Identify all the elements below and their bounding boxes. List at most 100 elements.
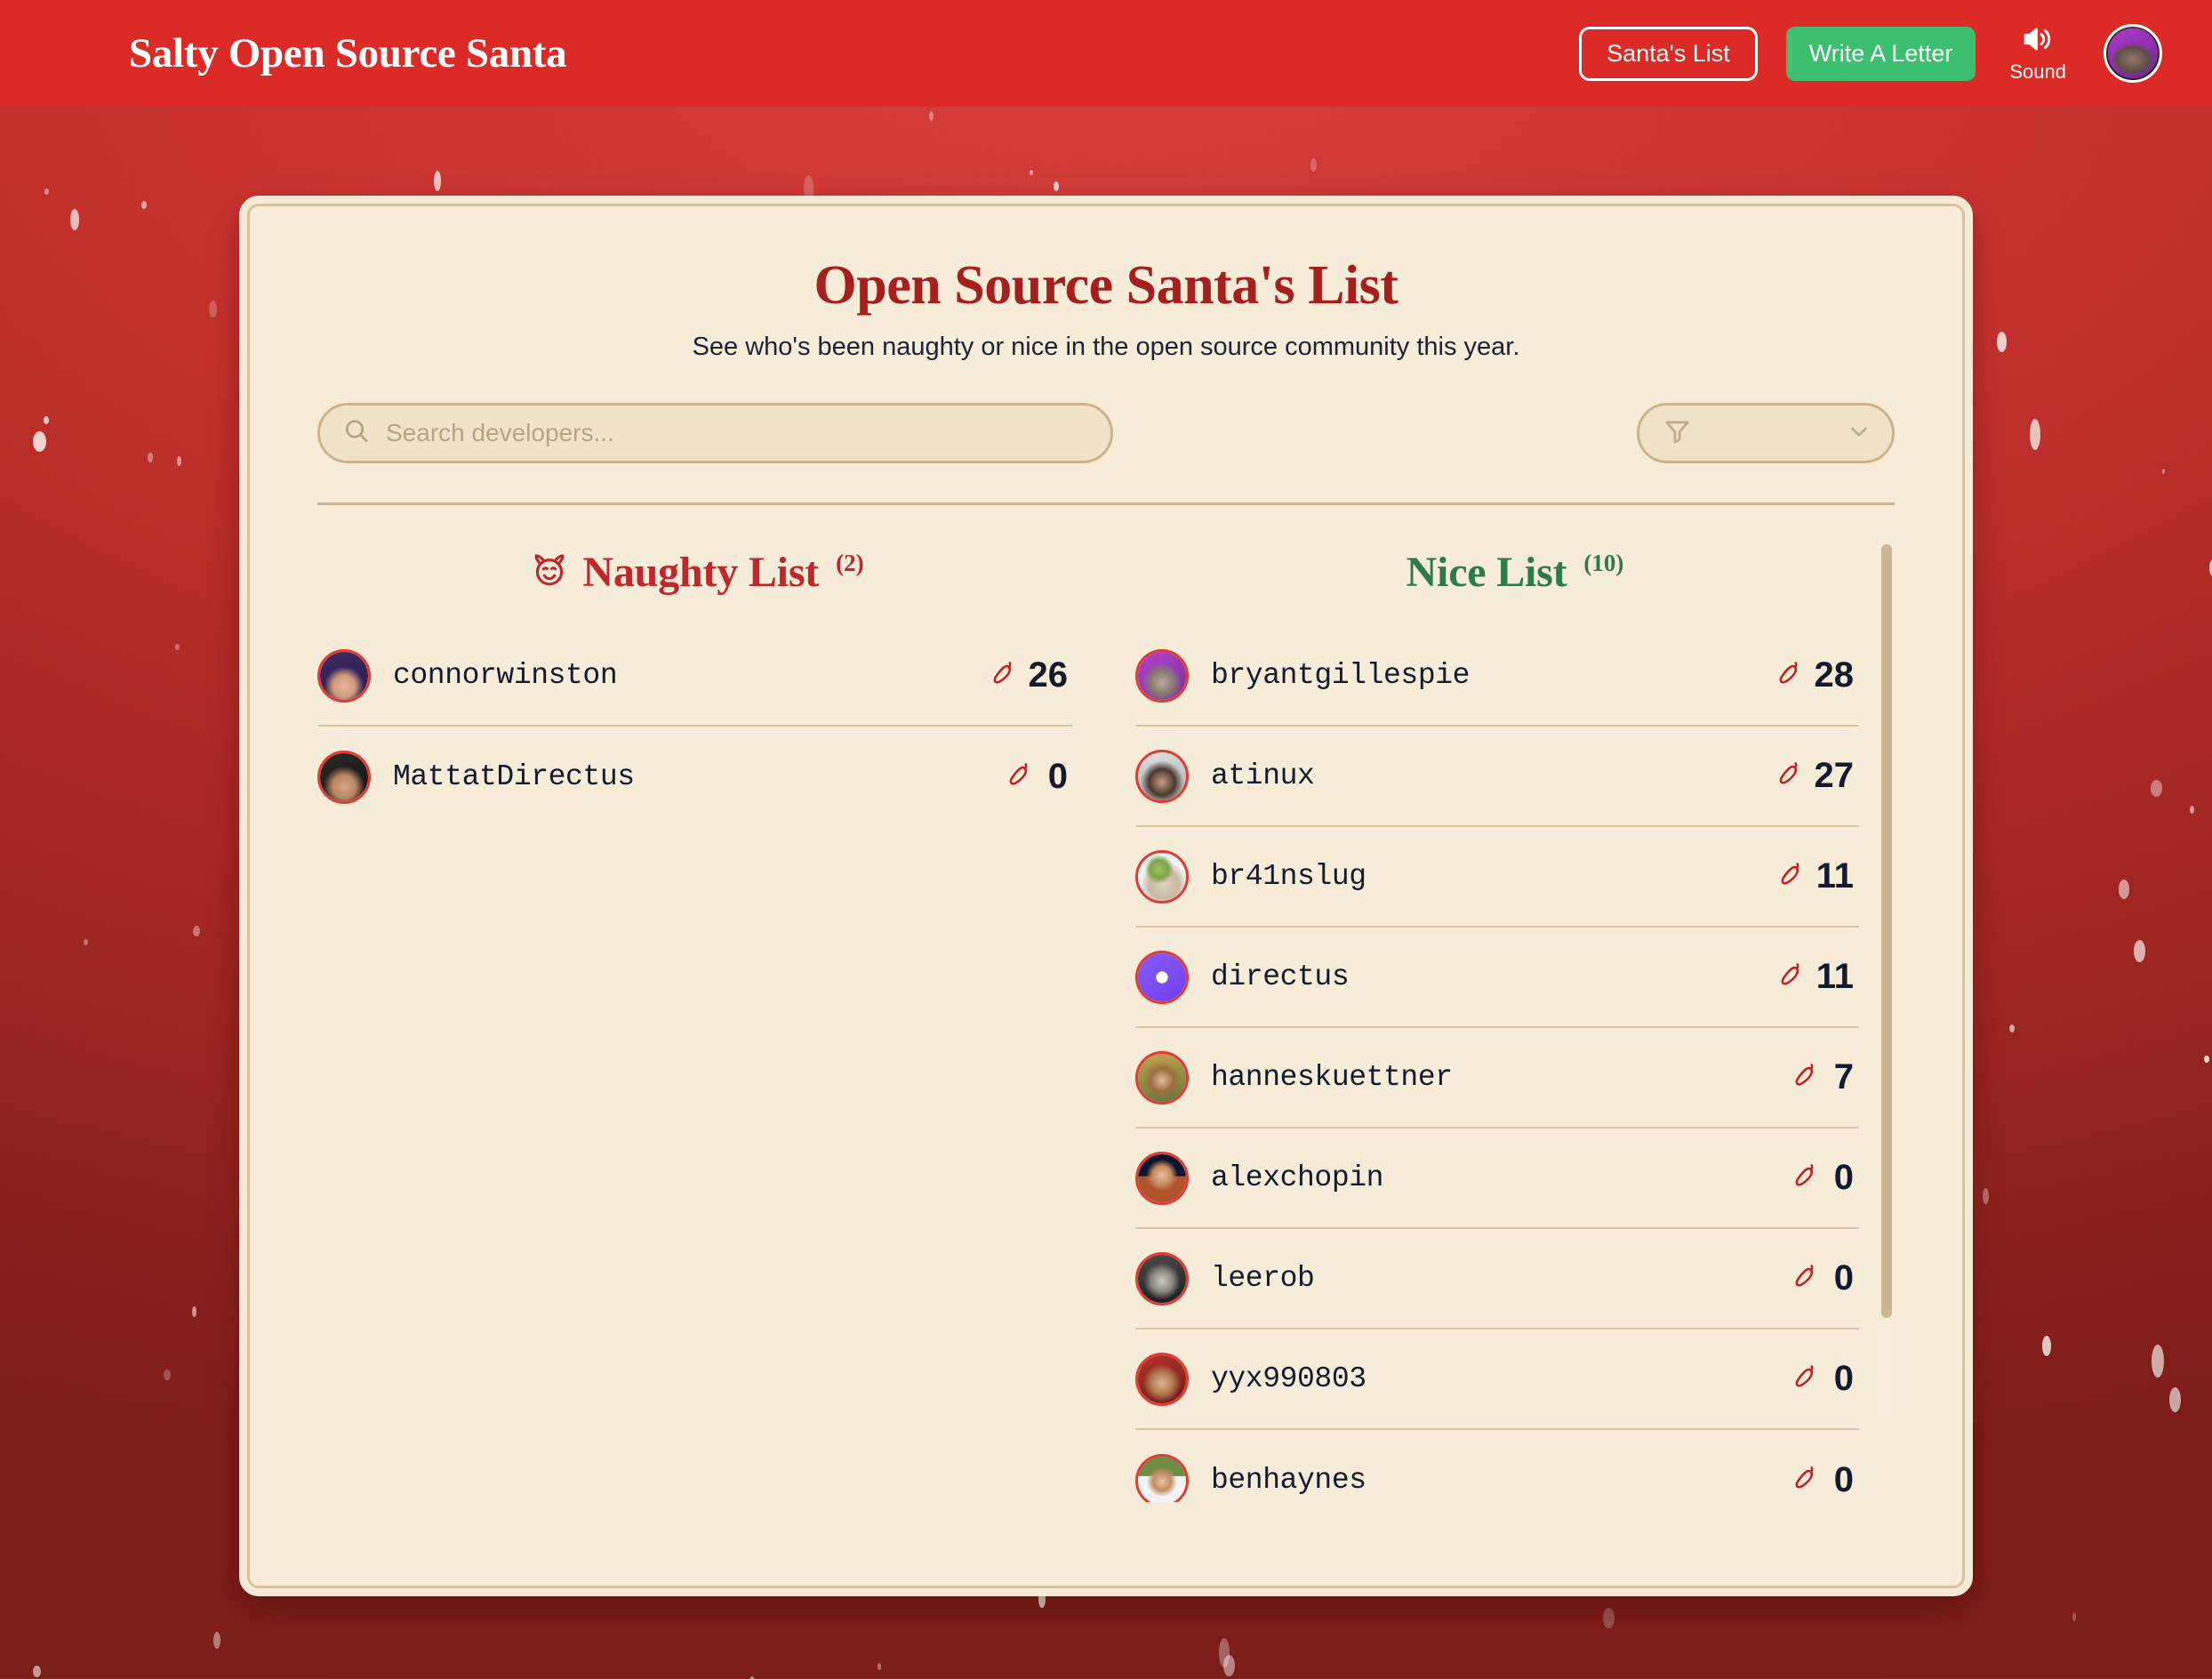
chili-pepper-icon <box>1776 960 1805 993</box>
list-item[interactable]: MattatDirectus 0 <box>317 727 1073 827</box>
list-item-username: hanneskuettner <box>1211 1061 1453 1094</box>
app-header: Salty Open Source Santa Santa's List Wri… <box>0 0 2212 107</box>
controls-divider <box>317 502 1895 505</box>
page-title: Open Source Santa's List <box>813 255 1399 316</box>
list-item-username: alexchopin <box>1211 1161 1384 1194</box>
search-wrapper <box>317 403 1113 463</box>
avatar <box>1135 1151 1189 1205</box>
avatar <box>1135 1352 1189 1406</box>
naughty-list-header: Naughty List (2) <box>317 539 1077 605</box>
avatar <box>317 648 371 703</box>
naughty-list-count: (2) <box>836 549 864 576</box>
list-item-score: 26 <box>989 655 1074 695</box>
chili-pepper-icon <box>989 659 1017 692</box>
list-item[interactable]: benhaynes 0 <box>1135 1430 1859 1502</box>
list-item[interactable]: directus 11 <box>1135 928 1859 1028</box>
list-item-username: connorwinston <box>393 659 618 692</box>
list-item-score: 27 <box>1775 756 1860 796</box>
list-item-score: 28 <box>1775 655 1860 695</box>
list-item-score: 11 <box>1776 856 1859 896</box>
list-item-score-value: 0 <box>1833 1158 1854 1197</box>
chili-pepper-icon <box>1776 860 1805 893</box>
list-item[interactable]: alexchopin 0 <box>1135 1129 1859 1229</box>
naughty-list-rows: connorwinston 26 MattatDirectus 0 <box>317 626 1077 1502</box>
chili-pepper-icon <box>1791 1061 1819 1094</box>
naughty-list-column: Naughty List (2) connorwinston 26 MattatDi… <box>317 539 1077 1504</box>
nice-list-header: Nice List (10) <box>1135 539 1895 605</box>
list-item-score-value: 0 <box>1833 1359 1854 1398</box>
card-inner: Open Source Santa's List See who's been … <box>247 204 1965 1588</box>
avatar <box>1135 1453 1189 1502</box>
app-title: Salty Open Source Santa <box>129 30 567 76</box>
list-item-score-value: 0 <box>1047 757 1068 796</box>
chili-pepper-icon <box>1791 1262 1819 1295</box>
list-item[interactable]: br41nslug 11 <box>1135 827 1859 928</box>
list-item[interactable]: atinux 27 <box>1135 727 1859 827</box>
user-avatar[interactable] <box>2104 24 2162 83</box>
avatar <box>317 750 371 804</box>
header-actions: Santa's List Write A Letter Sound <box>1579 24 2162 84</box>
list-item-username: bryantgillespie <box>1211 659 1471 692</box>
naughty-list-title: Naughty List <box>582 548 820 596</box>
list-item-score-value: 11 <box>1815 856 1854 896</box>
list-item-score: 0 <box>1791 1258 1859 1298</box>
filter-funnel-icon <box>1663 416 1692 450</box>
list-item-score: 0 <box>1791 1359 1859 1399</box>
list-item-score: 11 <box>1776 957 1859 997</box>
chili-pepper-icon <box>1791 1161 1819 1194</box>
list-item-score-value: 0 <box>1833 1460 1854 1499</box>
chili-pepper-icon <box>1791 1464 1819 1497</box>
sound-toggle[interactable]: Sound <box>2009 24 2066 84</box>
avatar <box>1135 749 1189 803</box>
nice-list-count: (10) <box>1583 549 1624 576</box>
list-item-username: MattatDirectus <box>393 760 635 793</box>
chili-pepper-icon <box>1791 1362 1819 1395</box>
list-item-score: 7 <box>1791 1057 1859 1097</box>
list-item-username: yyx990803 <box>1211 1362 1366 1395</box>
santas-list-button[interactable]: Santa's List <box>1579 26 1758 81</box>
list-item-username: leerob <box>1211 1262 1315 1295</box>
devil-face-icon <box>530 550 569 594</box>
list-item-score-value: 7 <box>1833 1057 1854 1097</box>
chili-pepper-icon <box>1775 759 1803 792</box>
search-input[interactable] <box>317 403 1113 463</box>
nice-list-scrollbar[interactable] <box>1879 539 1895 1415</box>
list-item-score: 0 <box>1791 1158 1859 1198</box>
filter-dropdown[interactable] <box>1637 403 1895 463</box>
chevron-down-icon <box>1846 418 1872 449</box>
santas-list-card: Open Source Santa's List See who's been … <box>239 196 1973 1596</box>
list-item-score-value: 28 <box>1814 655 1855 695</box>
list-item-username: benhaynes <box>1211 1464 1366 1497</box>
list-item[interactable]: yyx990803 0 <box>1135 1330 1859 1430</box>
list-item-score-value: 11 <box>1815 957 1854 996</box>
page-subtitle: See who's been naughty or nice in the op… <box>692 333 1520 361</box>
avatar <box>1135 1251 1189 1305</box>
write-a-letter-button[interactable]: Write A Letter <box>1785 26 1976 81</box>
avatar <box>1135 648 1189 703</box>
list-item-username: atinux <box>1211 759 1315 792</box>
list-item-username: directus <box>1211 960 1350 993</box>
list-item-score-value: 27 <box>1814 756 1855 795</box>
list-item-score: 0 <box>1005 757 1073 797</box>
list-item-score-value: 0 <box>1833 1258 1854 1297</box>
speaker-on-icon <box>2021 24 2055 59</box>
nice-list-title: Nice List <box>1406 548 1567 596</box>
list-item-score: 0 <box>1791 1460 1859 1500</box>
avatar <box>1135 950 1189 1004</box>
lists-container: Naughty List (2) connorwinston 26 MattatDi… <box>317 539 1895 1504</box>
chili-pepper-icon <box>1005 760 1033 793</box>
sound-label: Sound <box>2009 60 2066 83</box>
page-stage: Open Source Santa's List See who's been … <box>0 107 2212 1679</box>
avatar <box>1135 1050 1189 1105</box>
list-item[interactable]: hanneskuettner 7 <box>1135 1028 1859 1129</box>
list-item[interactable]: connorwinston 26 <box>317 626 1073 727</box>
nice-list-rows: bryantgillespie 28 atinux 27 br41nslug 11 dire… <box>1135 626 1895 1502</box>
nice-list-column: Nice List (10) bryantgillespie 28 atinux 27… <box>1135 539 1895 1504</box>
list-item[interactable]: bryantgillespie 28 <box>1135 626 1859 727</box>
list-controls <box>317 403 1895 463</box>
list-item-username: br41nslug <box>1211 860 1366 893</box>
avatar <box>1135 849 1189 904</box>
chili-pepper-icon <box>1775 659 1803 692</box>
list-item[interactable]: leerob 0 <box>1135 1229 1859 1330</box>
nice-list-scroll-thumb[interactable] <box>1881 544 1892 1318</box>
